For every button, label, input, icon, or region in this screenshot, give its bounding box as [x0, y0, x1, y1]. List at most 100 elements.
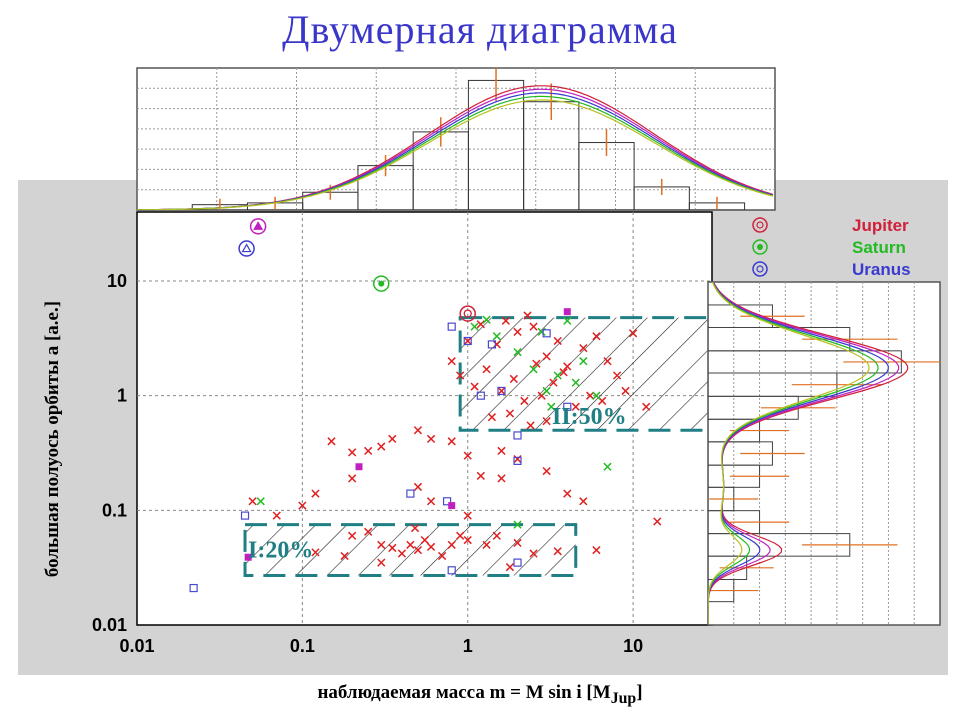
data-point-cross	[628, 329, 638, 338]
data-point-cross	[603, 462, 612, 471]
legend-marker	[752, 217, 768, 233]
data-point-cross	[447, 540, 456, 549]
data-point-cross	[547, 402, 556, 411]
data-point-cross	[542, 386, 551, 396]
data-point-cross	[642, 402, 651, 411]
data-point-cross	[571, 378, 580, 387]
data-point-cross	[509, 374, 518, 384]
top-fit-curve	[137, 99, 774, 210]
data-point-cross	[529, 549, 538, 558]
legend-marker	[752, 261, 768, 277]
data-point-square	[487, 340, 496, 349]
plot-content	[189, 218, 712, 593]
data-point-cross	[476, 320, 485, 329]
data-point-square	[463, 336, 472, 346]
data-point-cross	[579, 357, 588, 366]
data-point-square	[447, 566, 456, 575]
data-point-cross	[463, 535, 472, 545]
data-point-cross	[456, 371, 465, 380]
y-tick-label: 0.1	[102, 500, 127, 520]
data-point-cross	[612, 371, 622, 380]
x-axis-label-main: наблюдаемая масса m = M sin i [M	[317, 682, 611, 703]
data-point-cross	[311, 548, 320, 557]
data-point-cross	[388, 543, 397, 553]
data-point-square	[442, 497, 452, 506]
data-point-cross	[377, 442, 386, 451]
data-point-cross	[482, 315, 491, 324]
legend-label: Jupiter	[852, 216, 909, 235]
data-point-cross	[377, 558, 386, 567]
data-point-square	[476, 391, 485, 400]
data-point-cross	[311, 489, 320, 498]
x-tick-label: 1	[463, 636, 473, 656]
data-point-cross	[364, 446, 373, 456]
page-title: Двумерная диаграмма	[282, 7, 678, 52]
top-histogram	[136, 67, 776, 211]
main-scatter-plot: 0.01 0.1 1 10 0.01 0.1 1 10 I:20% II:50%	[92, 211, 713, 656]
region-label: II:50%	[552, 404, 627, 430]
data-point-cross	[553, 547, 562, 556]
data-point-cross	[476, 471, 485, 480]
region-box	[243, 523, 578, 578]
data-point-cross	[526, 421, 535, 430]
x-axis-label-end: ]	[636, 682, 643, 703]
data-point-cross	[497, 446, 506, 456]
solar-planet-marker	[249, 218, 267, 235]
data-point-cross	[364, 527, 373, 536]
data-point-cross	[529, 322, 538, 331]
data-point-cross	[621, 386, 630, 396]
data-point-cross	[497, 474, 506, 483]
data-point-cross	[256, 497, 265, 506]
solar-planet-marker	[238, 240, 255, 257]
data-point-cross	[492, 531, 501, 540]
data-point-cross	[348, 474, 357, 483]
legend-marker-inner	[756, 265, 764, 273]
data-point-cross	[505, 409, 515, 418]
data-point-cross	[482, 365, 491, 374]
data-point-cross	[571, 402, 580, 411]
data-point-cross	[553, 336, 562, 346]
x-tick-label: 0.1	[290, 636, 315, 656]
data-point-cross	[513, 347, 522, 357]
data-point-square	[542, 329, 551, 338]
data-point-cross	[563, 489, 572, 498]
data-point-cross	[513, 454, 522, 464]
data-point-cross	[470, 382, 479, 391]
data-point-square	[447, 322, 456, 331]
data-point-cross	[592, 332, 601, 341]
legend-marker-inner	[756, 221, 764, 229]
data-point-cross	[523, 311, 532, 320]
data-point-cross	[505, 562, 515, 572]
data-point-cross	[513, 520, 522, 529]
data-point-square	[189, 583, 198, 593]
region-label: I:20%	[248, 538, 313, 564]
data-point-cross	[520, 396, 529, 406]
data-point-square	[513, 456, 522, 465]
data-point-cross	[549, 378, 558, 387]
data-point-square	[563, 402, 572, 411]
data-point-cross	[586, 391, 595, 400]
data-point-cross	[298, 501, 307, 510]
data-point-cross	[248, 497, 257, 506]
data-point-cross	[272, 511, 281, 520]
data-point-square	[406, 489, 415, 498]
solar-planet-inner	[378, 280, 385, 287]
data-point-cross	[492, 340, 501, 349]
data-point-cross	[327, 437, 336, 446]
x-axis-label-subscript: Jup	[610, 689, 637, 707]
data-point-square	[497, 386, 506, 396]
data-point-cross	[463, 336, 472, 346]
data-point-cross	[413, 482, 423, 492]
data-point-cross	[463, 511, 472, 520]
data-point-cross	[413, 426, 423, 435]
data-point-filled-square	[448, 502, 456, 510]
side-histogram-content	[708, 282, 940, 624]
data-point-cross	[497, 386, 506, 396]
data-point-cross	[529, 365, 538, 374]
data-point-filled-square	[355, 463, 363, 471]
y-axis-label: большая полуось орбиты a [а.е.]	[42, 300, 63, 578]
data-point-cross	[513, 327, 522, 337]
data-point-cross	[406, 540, 415, 549]
data-point-cross	[410, 523, 420, 533]
